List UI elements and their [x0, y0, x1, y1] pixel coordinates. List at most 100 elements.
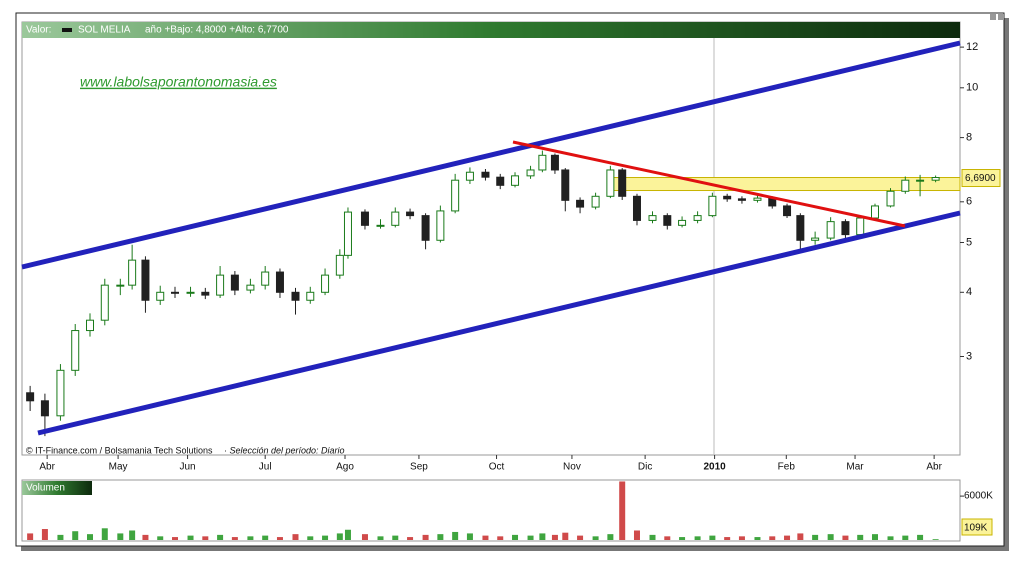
volume-bar: [466, 533, 473, 540]
x-tick-label: Feb: [778, 462, 796, 473]
volume-bar: [607, 534, 614, 540]
candle-body: [141, 259, 150, 301]
candle-body: [481, 171, 490, 178]
icon: [998, 14, 1004, 20]
candle-body: [811, 237, 820, 241]
volume-bar: [887, 536, 894, 540]
y-tick-label: 6000K: [964, 491, 993, 502]
volume-bar: [142, 534, 149, 540]
volume-bar: [72, 531, 79, 540]
volume-bar: [694, 536, 701, 540]
volume-bar: [336, 533, 343, 540]
volume-panel: Volumen 6000K 109K: [21, 479, 993, 542]
volume-bar: [784, 535, 791, 540]
candle-body: [538, 154, 547, 171]
series-icon: [62, 28, 72, 32]
watermark: www.labolsaporantonomasia.es: [80, 74, 277, 90]
volume-bar: [724, 537, 731, 540]
candle-body: [648, 215, 657, 221]
x-tick-label: May: [109, 462, 128, 473]
price-label-box: [961, 169, 1001, 188]
volume-bar: [41, 529, 48, 540]
candle-body: [71, 330, 80, 371]
x-tick-label: Jul: [259, 462, 272, 473]
volume-bar: [709, 535, 716, 540]
candle-body: [693, 215, 702, 221]
candle-body: [496, 176, 505, 186]
volume-bar: [202, 536, 209, 540]
candle-body: [856, 217, 865, 236]
volume-bar: [87, 534, 94, 540]
credit: © IT-Finance.com / Bolsamania Tech Solut…: [26, 445, 213, 455]
last-label: 109K: [964, 523, 988, 534]
candle-body: [737, 198, 746, 201]
candle-body: [56, 369, 65, 417]
candle-body: [465, 171, 474, 181]
candle-body: [663, 215, 672, 226]
candle-body: [591, 195, 600, 208]
y-tick-label: 4: [966, 286, 972, 298]
volume-bar: [497, 536, 504, 540]
volume-bar: [392, 535, 399, 540]
volume-bar: [452, 531, 459, 540]
price-panel: Valor: SOL MELIA año +Bajo: 4,8000 +Alto…: [21, 21, 1001, 456]
volume-bar: [551, 534, 558, 540]
candle-body: [550, 154, 559, 171]
period: · Selección del período: Diario: [224, 445, 345, 455]
volume-bar: [247, 536, 254, 540]
volume-bar: [827, 534, 834, 540]
x-tick-label: Ago: [336, 462, 354, 473]
volume-bar: [871, 534, 878, 540]
volume-bar: [276, 537, 283, 540]
x-tick-label: Abr: [926, 462, 942, 473]
candle-body: [576, 199, 585, 208]
resistance-line: [512, 140, 906, 228]
x-tick-label: Oct: [489, 462, 505, 473]
volume-bar: [562, 532, 569, 540]
volume-bar: [117, 533, 124, 540]
candle-body: [870, 205, 879, 219]
candle-body: [886, 190, 895, 207]
volume-bar: [512, 534, 519, 540]
candle-body: [406, 211, 415, 217]
candle-body: [360, 211, 369, 226]
volume-bar: [812, 534, 819, 540]
candle-body: [826, 221, 835, 239]
candle-body: [708, 195, 717, 217]
candle-body: [230, 274, 239, 291]
x-tick-label: Dic: [638, 462, 652, 473]
last-label-box: [961, 518, 993, 536]
volume-bar: [577, 535, 584, 540]
y-tick-label: 8: [966, 132, 972, 144]
candle-body: [86, 319, 95, 332]
candle-body: [26, 392, 35, 402]
volume-bar: [664, 536, 671, 540]
volume-bar: [902, 535, 909, 540]
candle-body: [511, 175, 520, 186]
candle-body: [186, 291, 195, 294]
candle-body: [275, 271, 284, 293]
price-label: 6,6900: [965, 173, 996, 184]
candle-body: [116, 284, 125, 287]
volume-bar: [592, 536, 599, 540]
candle-body: [216, 274, 225, 296]
volume-bar: [679, 537, 686, 540]
x-tick-label: 2010: [703, 462, 726, 473]
volume-bar: [129, 530, 136, 540]
y-tick-label: 10: [966, 82, 978, 94]
candle-body: [40, 400, 49, 417]
volume-bar: [754, 537, 761, 540]
candle-body: [376, 224, 385, 227]
volume-bar: [738, 536, 745, 540]
y-tick-label: 5: [966, 236, 972, 248]
volume-bar: [437, 534, 444, 540]
candle-body: [156, 291, 165, 301]
candle-body: [421, 215, 430, 241]
candle-body: [246, 284, 255, 291]
lower-channel: [37, 210, 961, 436]
volume-bar: [322, 535, 329, 540]
volume-bar: [231, 537, 238, 540]
candle-body: [261, 271, 270, 286]
candle-body: [901, 179, 910, 192]
volume-bar: [422, 534, 429, 540]
